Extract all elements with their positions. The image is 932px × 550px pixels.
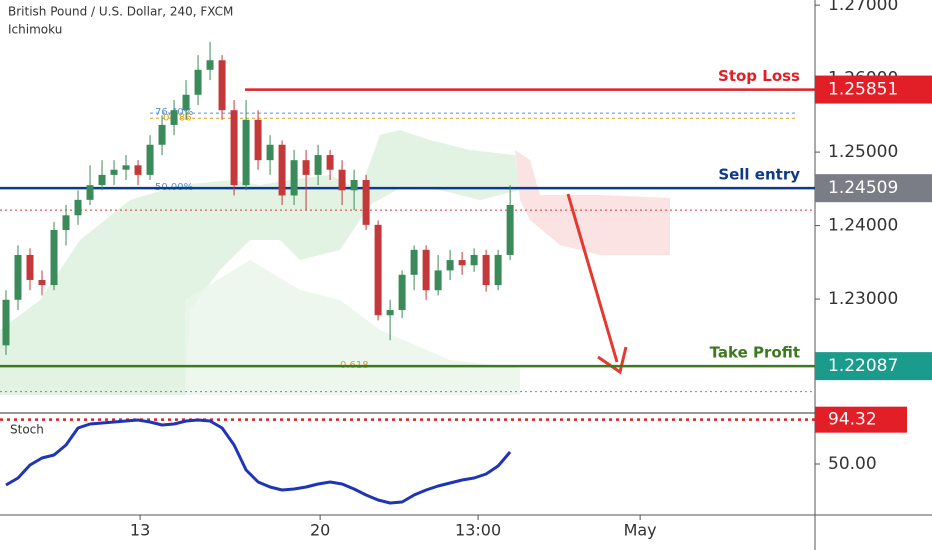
ichimoku-cloud-lower — [185, 260, 520, 395]
x-tick-label: 13:00 — [455, 521, 501, 540]
level-name: Stop Loss — [718, 67, 800, 85]
chart-title: British Pound / U.S. Dollar, 240, FXCM — [8, 5, 233, 19]
candle-body — [230, 110, 238, 186]
candle-body — [158, 124, 166, 145]
candle-body — [254, 119, 262, 161]
stoch-y-tick-label: 50.00 — [828, 454, 877, 474]
candle-body — [398, 274, 406, 311]
candle-body — [74, 199, 82, 216]
candle-body — [410, 249, 418, 275]
level-name: Take Profit — [710, 344, 800, 362]
level-price-box — [815, 352, 932, 381]
candle-body — [374, 224, 382, 316]
candle-body — [98, 174, 106, 186]
candle-body — [14, 254, 22, 300]
candle-body — [110, 169, 118, 175]
candle-body — [278, 144, 286, 196]
stoch-line — [5, 418, 512, 505]
candle-body — [302, 160, 310, 175]
y-tick-label: 1.25000 — [828, 142, 898, 162]
candle-body — [314, 155, 322, 175]
candle-body — [446, 260, 454, 271]
level-price: 1.24509 — [828, 178, 898, 198]
y-tick-label: 1.24000 — [828, 216, 898, 236]
candle-body — [38, 279, 46, 286]
candle-body — [506, 205, 514, 255]
stoch-level-label: 94.32 — [828, 410, 877, 430]
stoch-level-box — [815, 406, 907, 433]
candle-body — [494, 254, 502, 286]
candle-body — [26, 254, 34, 280]
candle-body — [266, 144, 274, 161]
candle-body — [194, 69, 202, 95]
level-price: 1.25851 — [828, 80, 898, 100]
candle-body — [218, 60, 226, 111]
x-tick-label: 13 — [130, 521, 150, 540]
level-price-box — [815, 75, 932, 104]
ichimoku-cloud — [0, 130, 520, 395]
candle-body — [434, 270, 442, 291]
candle-body — [386, 310, 394, 316]
level-price: 1.22087 — [828, 356, 898, 376]
candle-body — [86, 185, 94, 200]
candle-body — [170, 110, 178, 125]
trade-arrow — [566, 193, 619, 363]
candle-body — [206, 60, 214, 70]
candle-body — [482, 254, 490, 286]
candle-body — [338, 169, 346, 191]
candle-body — [326, 155, 334, 170]
candle-body — [134, 165, 142, 175]
candle-body — [182, 94, 190, 111]
x-tick-label: May — [624, 521, 657, 540]
stoch-label: Stoch — [10, 423, 44, 437]
candle-body — [50, 229, 58, 286]
trade-arrow-head — [597, 346, 628, 375]
x-tick-label: 20 — [310, 521, 330, 540]
candle-body — [2, 299, 10, 346]
candle-body — [122, 165, 130, 170]
candle-body — [350, 180, 358, 191]
candle-body — [62, 215, 70, 230]
ichimoku-cloud-bearish — [515, 150, 670, 255]
candle-body — [362, 180, 370, 225]
candle-body — [242, 119, 250, 186]
level-price-box — [815, 174, 932, 203]
candle-body — [146, 144, 154, 175]
candle-body — [458, 260, 466, 266]
candle-body — [470, 254, 478, 266]
y-tick-label: 1.23000 — [828, 289, 898, 309]
y-tick-label: 1.27000 — [828, 0, 898, 15]
level-name: Sell entry — [718, 166, 800, 184]
indicator-name: Ichimoku — [8, 23, 62, 37]
candle-body — [290, 160, 298, 196]
candle-body — [422, 249, 430, 291]
